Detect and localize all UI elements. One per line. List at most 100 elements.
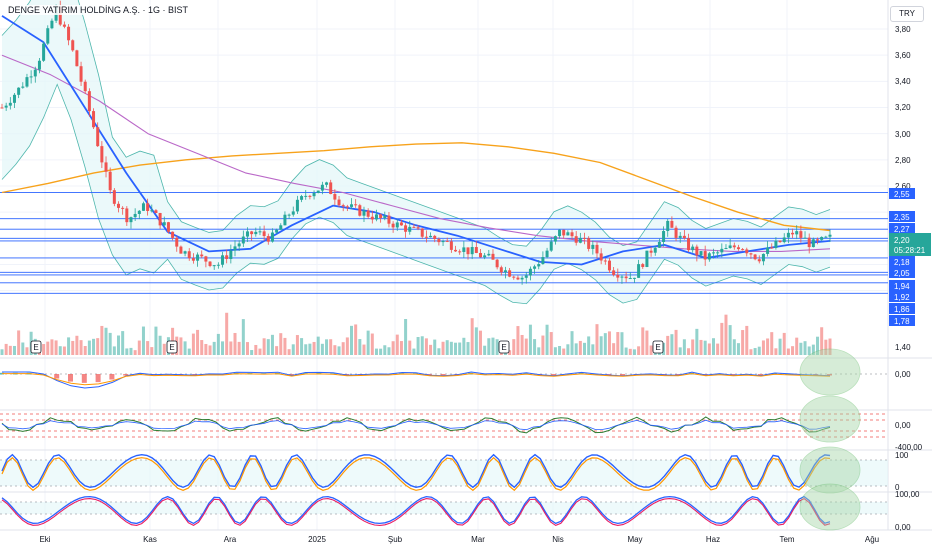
- candle-body: [607, 260, 611, 271]
- candle-body: [462, 247, 466, 252]
- volume-bar: [612, 343, 616, 355]
- price-tick-label: 3,00: [895, 130, 911, 139]
- candle-body: [437, 238, 441, 243]
- candle-body: [449, 241, 453, 250]
- candle-body: [703, 251, 707, 260]
- earnings-marker-label: E: [501, 343, 506, 352]
- candle-body: [245, 231, 249, 237]
- candle-body: [362, 210, 366, 216]
- level-badge-label: 1,92: [894, 293, 910, 302]
- candle-body: [803, 237, 807, 239]
- signal-highlight-circle: [799, 446, 861, 494]
- bollinger-band-fill: [2, 0, 830, 304]
- volume-bar: [383, 345, 387, 355]
- macd-line: [2, 371, 831, 389]
- volume-bar: [200, 340, 204, 355]
- volume-bar: [824, 339, 828, 355]
- level-badge: [889, 267, 915, 278]
- stoch-d-line: [1, 456, 831, 492]
- candle-body: [329, 182, 333, 195]
- candle-body: [42, 43, 46, 61]
- volume-bar: [533, 339, 537, 355]
- macd-histogram-bar: [758, 374, 763, 376]
- candle-body: [104, 162, 108, 172]
- earnings-marker-box: [498, 340, 510, 354]
- volume-bar: [104, 327, 108, 355]
- candle-body: [237, 243, 241, 247]
- time-axis-label: Şub: [388, 535, 403, 544]
- volume-bar: [50, 339, 54, 355]
- candle-body: [820, 236, 824, 240]
- candle-body: [429, 235, 433, 238]
- candle-body: [632, 277, 636, 279]
- macd-signal-line: [2, 373, 831, 386]
- volume-bar: [58, 346, 62, 355]
- volume-bar: [595, 324, 599, 355]
- earnings-marker: E: [166, 340, 178, 354]
- volume-bar: [441, 341, 445, 355]
- volume-bar: [807, 346, 811, 355]
- time-axis-label: Nis: [552, 535, 564, 544]
- volume-bar: [811, 344, 815, 355]
- time-axis-label: 2025: [308, 535, 326, 544]
- currency-button[interactable]: TRY: [890, 6, 924, 22]
- countdown-label: 05:28:21: [894, 246, 926, 255]
- candle-body: [420, 228, 424, 237]
- volume-bar: [624, 347, 628, 355]
- volume-bar: [799, 342, 803, 355]
- volume-bar: [308, 343, 312, 355]
- volume-bar: [191, 333, 195, 355]
- volume-bar: [150, 347, 154, 355]
- candle-body: [404, 225, 408, 232]
- volume-bar: [250, 350, 254, 355]
- time-axis-label: Ağu: [865, 535, 879, 544]
- macd-histogram-bar: [551, 374, 556, 376]
- candle-body: [266, 236, 270, 242]
- volume-bar: [112, 346, 116, 355]
- volume-bar: [350, 325, 354, 355]
- time-axis-label: Kas: [143, 535, 157, 544]
- candle-body: [545, 250, 549, 258]
- candle-body: [657, 242, 661, 248]
- volume-bar: [587, 336, 591, 355]
- volume-bar: [212, 341, 216, 355]
- volume-bar: [508, 350, 512, 355]
- candle-body: [687, 238, 691, 251]
- signal-highlight-circle: [799, 348, 861, 396]
- volume-bar: [404, 319, 408, 355]
- candle-body: [766, 247, 770, 254]
- candle-body: [541, 257, 545, 265]
- candle-body: [0, 107, 4, 109]
- candle-body: [21, 86, 25, 88]
- volume-bar: [408, 340, 412, 355]
- candle-body: [678, 235, 682, 238]
- stoch-axis-label: 0: [895, 483, 900, 492]
- volume-bar: [162, 343, 166, 355]
- current-price-badge: [889, 233, 931, 256]
- macd-histogram-bar: [109, 374, 115, 380]
- candle-body: [578, 237, 582, 243]
- candle-body: [121, 207, 125, 209]
- candle-body: [503, 270, 507, 273]
- volume-bar: [241, 319, 245, 355]
- candle-body: [383, 215, 387, 219]
- chart-title: DENGE YATIRIM HOLDİNG A.Ş. · 1G · BIST: [6, 5, 191, 15]
- signal-highlight-circle: [799, 395, 861, 443]
- candle-body: [133, 213, 137, 218]
- candle-body: [491, 253, 495, 260]
- volume-bar: [474, 327, 478, 355]
- volume-bar: [553, 347, 557, 355]
- candle-body: [753, 254, 757, 260]
- candle-body: [308, 195, 312, 197]
- volume-bar: [466, 342, 470, 355]
- candle-body: [778, 240, 782, 243]
- volume-bar: [670, 334, 674, 355]
- signal-highlight-circle: [799, 483, 861, 531]
- volume-bar: [437, 348, 441, 355]
- volume-bar: [108, 332, 112, 355]
- candle-body: [100, 146, 104, 163]
- volume-bar: [279, 333, 283, 355]
- volume-bar: [512, 339, 516, 355]
